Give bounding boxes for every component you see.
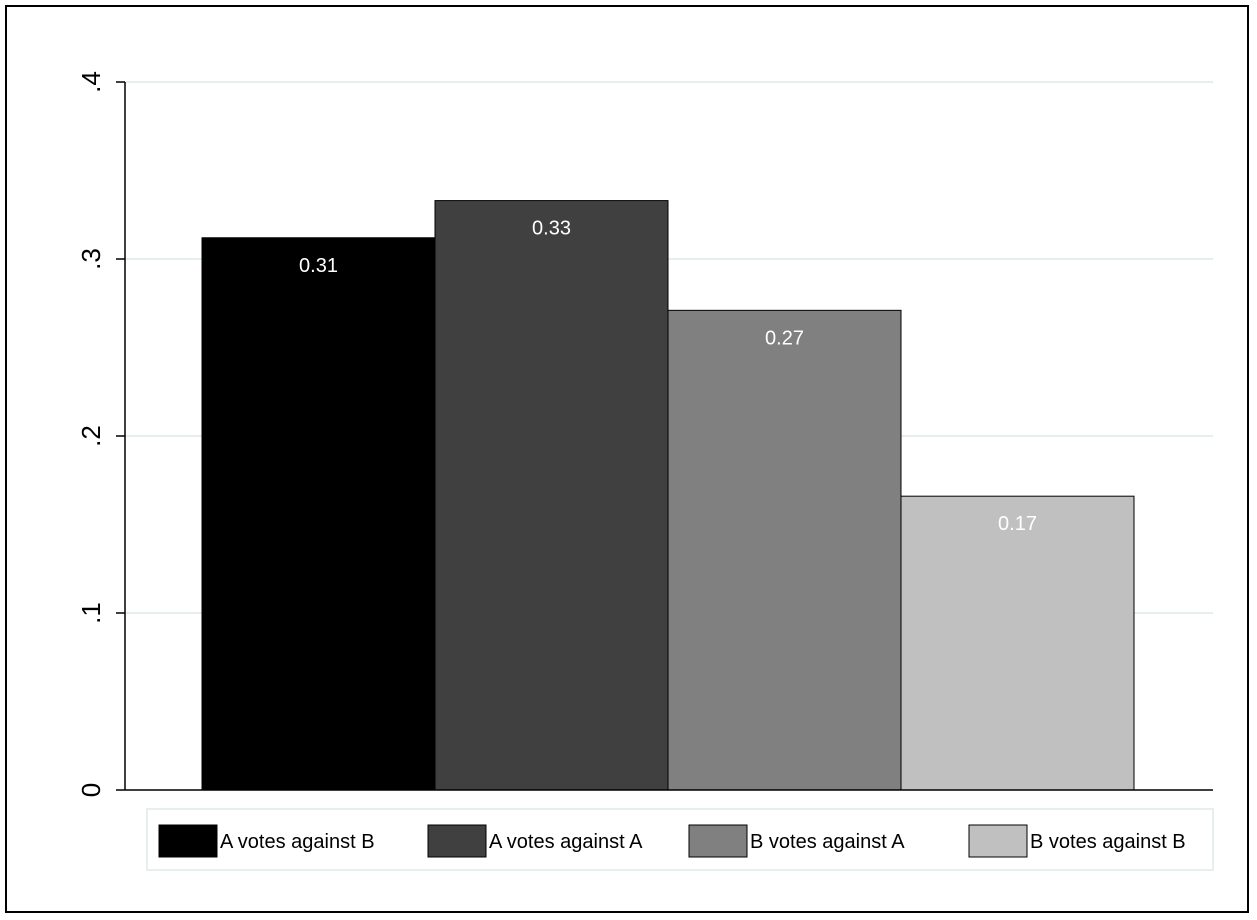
data-labels: 0.31 0.33 0.27 0.17: [299, 218, 1037, 536]
bar-2: [667, 309, 902, 791]
data-label-1: 0.33: [532, 218, 571, 240]
data-label-2: 0.27: [765, 327, 804, 349]
bar-0: [201, 237, 436, 791]
y-axis: 0 .1 .2 .3 .4: [76, 71, 1213, 797]
legend-swatch-3: [968, 824, 1028, 858]
legend: A votes against B A votes against A B vote…: [146, 808, 1214, 871]
chart-frame: 0 .1 .2 .3 .4 0.31 0.33 0.27 0.17 A votes again…: [5, 5, 1249, 913]
bar-3: [900, 495, 1135, 791]
legend-label-3: B votes against B: [1030, 831, 1186, 853]
data-label-0: 0.31: [299, 255, 338, 277]
legend-swatch-2: [688, 824, 748, 858]
legend-box: [146, 808, 1214, 871]
y-tick-label-4: .4: [76, 71, 106, 93]
legend-label-1: A votes against A: [489, 831, 643, 853]
bar-1: [434, 200, 669, 791]
data-label-3: 0.17: [998, 513, 1037, 535]
legend-label-0: A votes against B: [220, 831, 375, 853]
legend-swatch-1: [427, 824, 487, 858]
bar-chart: 0 .1 .2 .3 .4 0.31 0.33 0.27 0.17 A votes again…: [76, 71, 1214, 871]
bars: [201, 200, 1135, 791]
legend-swatch-0: [158, 824, 218, 858]
y-tick-label-1: .1: [76, 602, 106, 624]
legend-label-2: B votes against A: [750, 831, 905, 853]
y-tick-label-2: .2: [76, 425, 106, 447]
y-tick-label-0: 0: [76, 783, 106, 797]
y-tick-label-3: .3: [76, 248, 106, 270]
